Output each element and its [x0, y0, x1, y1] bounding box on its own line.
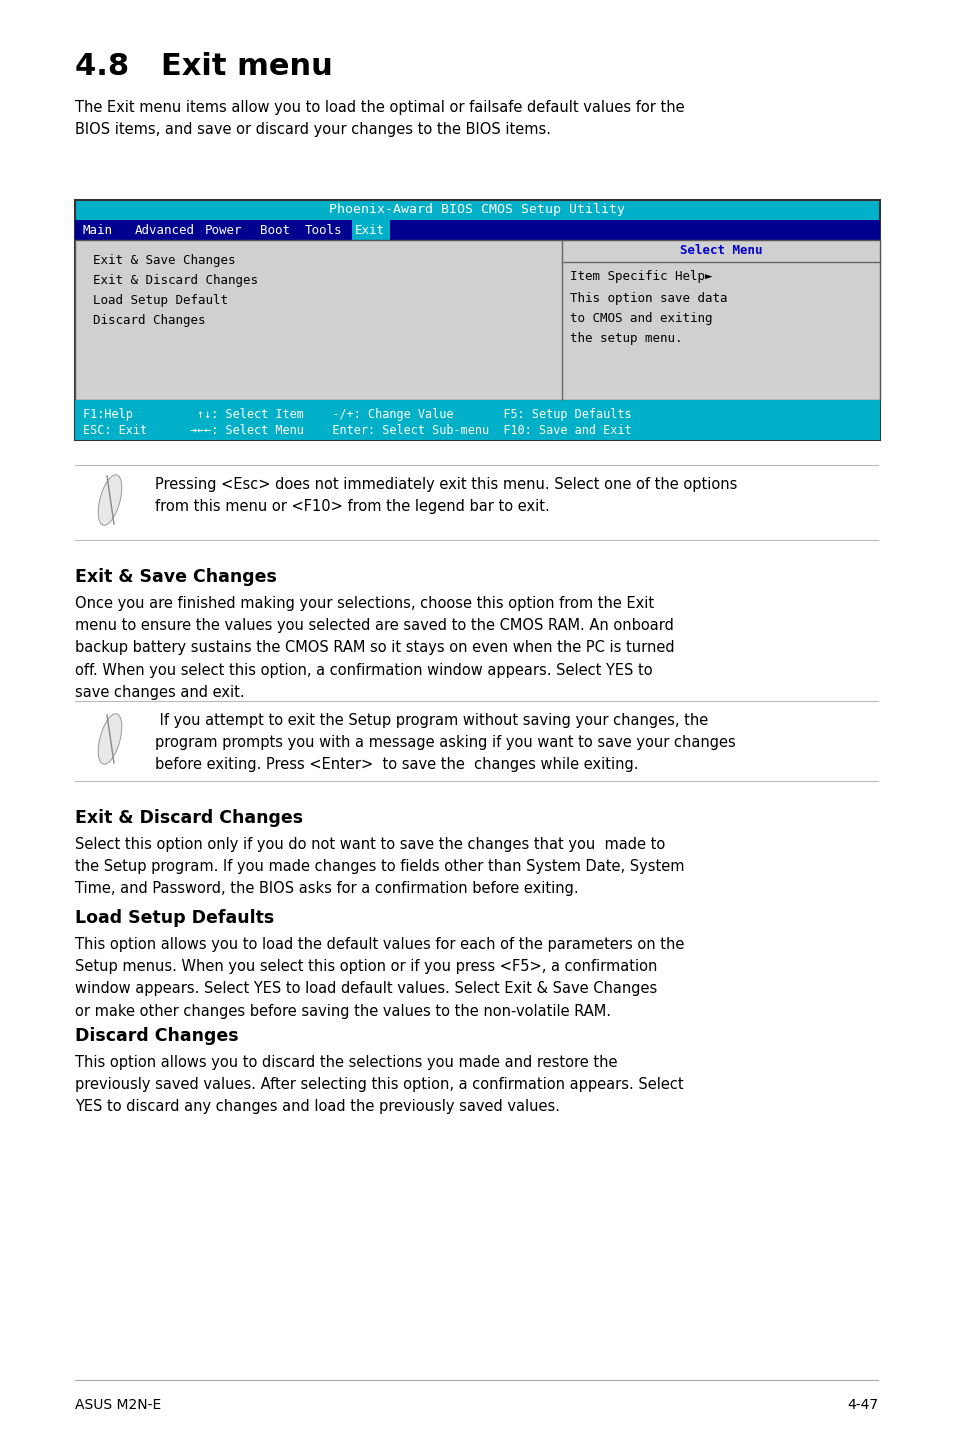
Text: This option save data
to CMOS and exiting
the setup menu.: This option save data to CMOS and exitin…: [569, 292, 727, 345]
Text: Discard Changes: Discard Changes: [75, 1027, 238, 1045]
FancyBboxPatch shape: [352, 220, 390, 240]
Text: Tools: Tools: [305, 223, 342, 236]
Text: Exit: Exit: [355, 223, 385, 236]
Text: Boot: Boot: [260, 223, 290, 236]
Text: ESC: Exit      →←←: Select Menu    Enter: Select Sub-menu  F10: Save and Exit: ESC: Exit →←←: Select Menu Enter: Select…: [83, 424, 631, 437]
Text: If you attempt to exit the Setup program without saving your changes, the
progra: If you attempt to exit the Setup program…: [154, 713, 735, 772]
FancyBboxPatch shape: [75, 400, 879, 440]
Ellipse shape: [98, 713, 122, 764]
Text: Main: Main: [83, 223, 112, 236]
Text: Exit & Save Changes: Exit & Save Changes: [92, 255, 235, 267]
FancyBboxPatch shape: [75, 200, 879, 440]
Text: Pressing <Esc> does not immediately exit this menu. Select one of the options
fr: Pressing <Esc> does not immediately exit…: [154, 477, 737, 515]
FancyBboxPatch shape: [75, 240, 879, 400]
Text: F1:Help         ↑↓: Select Item    -/+: Change Value       F5: Setup Defaults: F1:Help ↑↓: Select Item -/+: Change Valu…: [83, 408, 631, 421]
Text: Exit & Discard Changes: Exit & Discard Changes: [92, 275, 257, 288]
Text: Phoenix-Award BIOS CMOS Setup Utility: Phoenix-Award BIOS CMOS Setup Utility: [329, 204, 625, 217]
Text: 4.8   Exit menu: 4.8 Exit menu: [75, 52, 333, 81]
Text: Once you are finished making your selections, choose this option from the Exit
m: Once you are finished making your select…: [75, 595, 674, 700]
Text: Load Setup Default: Load Setup Default: [92, 293, 228, 306]
Text: Exit & Save Changes: Exit & Save Changes: [75, 568, 276, 587]
Ellipse shape: [98, 475, 122, 525]
Text: This option allows you to discard the selections you made and restore the
previo: This option allows you to discard the se…: [75, 1055, 683, 1114]
Text: Power: Power: [205, 223, 242, 236]
Text: Discard Changes: Discard Changes: [92, 313, 205, 326]
Text: Load Setup Defaults: Load Setup Defaults: [75, 909, 274, 928]
Text: Select this option only if you do not want to save the changes that you  made to: Select this option only if you do not wa…: [75, 837, 684, 896]
Text: The Exit menu items allow you to load the optimal or failsafe default values for: The Exit menu items allow you to load th…: [75, 101, 684, 137]
Text: ASUS M2N-E: ASUS M2N-E: [75, 1398, 161, 1412]
Text: Exit & Discard Changes: Exit & Discard Changes: [75, 810, 303, 827]
Text: Select Menu: Select Menu: [679, 244, 761, 257]
Text: Item Specific Help►: Item Specific Help►: [569, 270, 712, 283]
Text: This option allows you to load the default values for each of the parameters on : This option allows you to load the defau…: [75, 938, 683, 1018]
FancyBboxPatch shape: [75, 220, 879, 240]
Text: Advanced: Advanced: [135, 223, 194, 236]
Text: 4-47: 4-47: [846, 1398, 877, 1412]
